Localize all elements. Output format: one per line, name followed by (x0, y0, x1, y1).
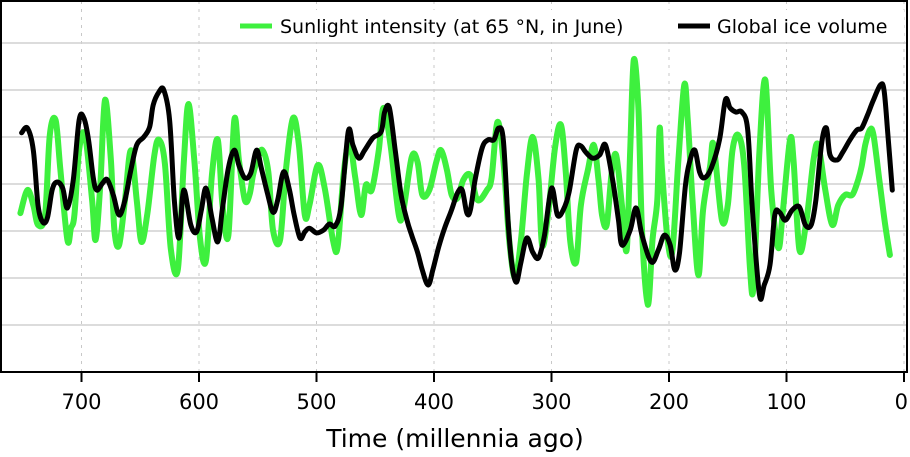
x-tick-label: 100 (766, 390, 806, 414)
x-tick-label: 200 (649, 390, 689, 414)
x-axis-title: Time (millennia ago) (325, 424, 584, 453)
legend-background (236, 10, 904, 42)
x-tick-label: 500 (296, 390, 336, 414)
x-tick-label: 300 (531, 390, 571, 414)
sunlight-intensity-line (17, 56, 893, 308)
legend-label-ice-volume: Global ice volume (717, 16, 888, 38)
plot-border (0, 0, 908, 373)
legend-label-sunlight: Sunlight intensity (at 65 °N, in June) (280, 16, 623, 38)
series-layer (17, 56, 895, 308)
x-tick-label: 700 (61, 390, 101, 414)
legend: Sunlight intensity (at 65 °N, in June) G… (236, 10, 904, 42)
x-tick-label: 0 (895, 390, 908, 414)
x-tick-label: 600 (179, 390, 219, 414)
x-axis-ticks: 700 600 500 400 300 200 100 0 (61, 372, 908, 414)
x-tick-label: 400 (414, 390, 454, 414)
global-ice-volume-line (19, 81, 895, 302)
